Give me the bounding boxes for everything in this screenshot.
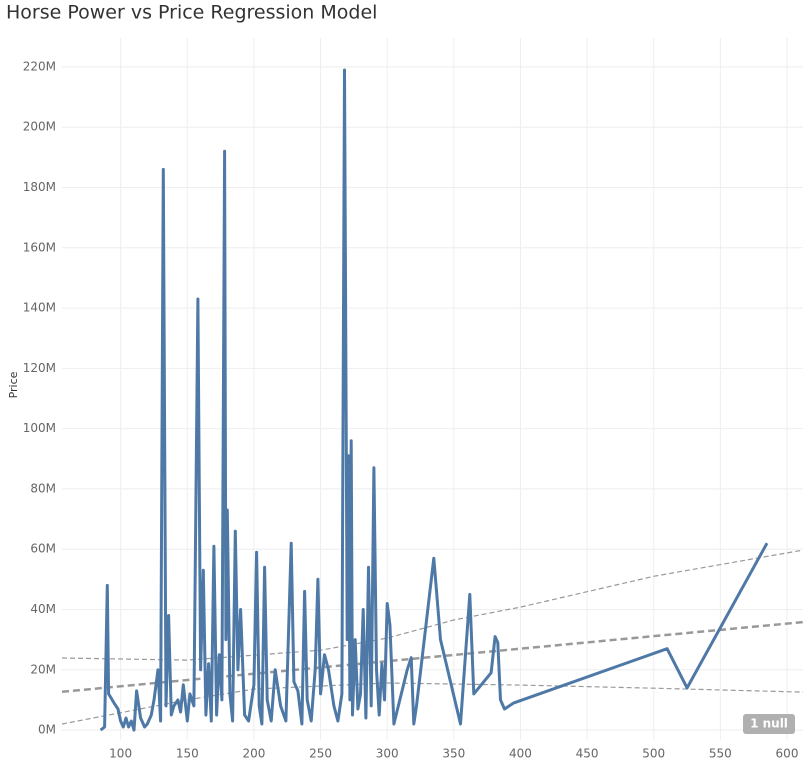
y-tick-label: 0M (38, 723, 56, 737)
y-tick-label: 100M (23, 421, 56, 435)
trend-line (61, 620, 803, 694)
x-tick-label: 350 (442, 747, 465, 761)
x-tick-label: 600 (776, 747, 799, 761)
x-tick-label: 250 (309, 747, 332, 761)
x-tick-label: 400 (509, 747, 532, 761)
x-tick-label: 100 (109, 747, 132, 761)
data-line (99, 68, 769, 732)
y-tick-label: 220M (23, 59, 56, 73)
y-tick-label: 80M (30, 481, 56, 495)
trend-line (61, 549, 803, 661)
y-tick-label: 20M (30, 662, 56, 676)
y-axis-label: Price (7, 371, 20, 398)
y-tick-label: 120M (23, 361, 56, 375)
null-badge (743, 714, 795, 734)
y-tick-label: 40M (30, 602, 56, 616)
x-tick-label: 300 (376, 747, 399, 761)
y-tick-label: 180M (23, 180, 56, 194)
x-tick-label: 200 (242, 747, 265, 761)
trend-line (61, 682, 803, 725)
x-tick-label: 500 (642, 747, 665, 761)
plot-area: 0M 20M 40M 60M 80M 100M 120M 140M 160M 180M 200M 22… (23, 38, 803, 761)
null-indicator: 1 null (750, 717, 788, 731)
y-tick-label: 60M (30, 542, 56, 556)
x-tick-label: 450 (576, 747, 599, 761)
y-tick-label: 140M (23, 301, 56, 315)
y-tick-label: 160M (23, 240, 56, 254)
x-tick-label: 550 (709, 747, 732, 761)
x-tick-label: 150 (176, 747, 199, 761)
chart-title: Horse Power vs Price Regression Model (6, 2, 377, 24)
y-tick-label: 200M (23, 120, 56, 134)
